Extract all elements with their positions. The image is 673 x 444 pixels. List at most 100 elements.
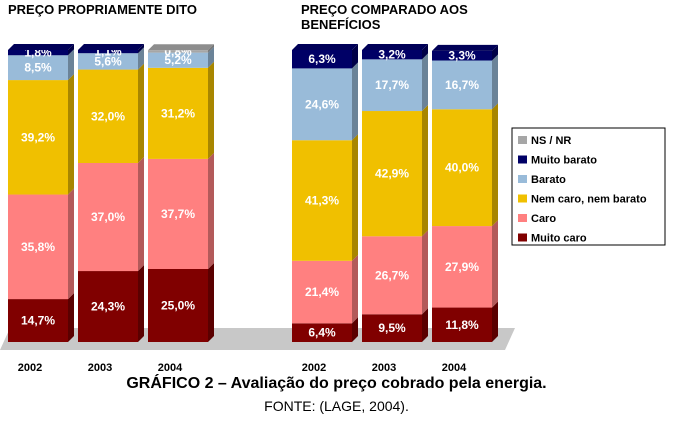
legend-swatch	[518, 155, 527, 164]
bar-segment	[432, 109, 492, 227]
bar-top	[292, 44, 358, 50]
bar-side	[208, 263, 214, 342]
legend-swatch	[518, 214, 527, 222]
legend-box	[511, 127, 666, 246]
value-label: 8,5%	[24, 61, 52, 75]
bar-side	[68, 188, 74, 300]
value-label: 25,0%	[161, 299, 195, 313]
x-tick-label: 2004	[442, 362, 467, 374]
value-label: 27,9%	[445, 260, 479, 274]
bar-side	[138, 157, 144, 272]
value-label: 6,3%	[308, 52, 336, 66]
legend-swatch	[518, 194, 527, 203]
value-label: 31,2%	[161, 106, 195, 120]
bar-segment	[362, 314, 422, 342]
bar-side	[208, 44, 214, 53]
value-label: 26,7%	[375, 268, 409, 282]
bar-side	[422, 308, 428, 342]
bar-segment	[8, 50, 68, 56]
chart: 14,7%35,8%39,2%8,5%1,8%200224,3%37,0%32,…	[0, 44, 666, 374]
x-tick-label: 2003	[372, 362, 396, 374]
bar-side	[492, 301, 498, 342]
bar-segment	[78, 53, 138, 70]
bar-segment	[292, 140, 352, 261]
legend-label: Nem caro, nem barato	[531, 194, 647, 206]
panel-title: PREÇO PROPRIAMENTE DITO	[8, 2, 198, 17]
bar-segment	[78, 50, 138, 54]
bar-segment	[292, 50, 352, 69]
bar-segment	[8, 299, 68, 342]
bar-top	[432, 44, 498, 51]
bar-segment	[292, 260, 352, 324]
bar-side	[208, 152, 214, 269]
bar-segment	[8, 194, 68, 300]
bar-top	[78, 44, 144, 50]
value-label: 24,6%	[305, 97, 339, 111]
bar-segment	[362, 50, 422, 60]
bar-side	[208, 61, 214, 159]
legend-label: Barato	[531, 174, 566, 186]
value-label: 40,0%	[445, 161, 479, 175]
bar-side	[352, 254, 358, 324]
x-tick-label: 2002	[18, 362, 42, 374]
value-label: 14,7%	[21, 314, 55, 328]
bar-side	[492, 54, 498, 110]
legend-label: Muito barato	[531, 155, 597, 167]
value-label: 11,8%	[445, 318, 479, 332]
caption: GRÁFICO 2 – Avaliação do preço cobrado p…	[126, 375, 547, 392]
bar-segment	[148, 158, 208, 269]
value-label: 16,7%	[445, 78, 479, 92]
bar-side	[138, 47, 144, 70]
bar-segment	[292, 68, 352, 141]
bar-segment	[148, 50, 208, 53]
bar-segment	[432, 50, 492, 61]
bar-side	[352, 134, 358, 261]
bar-segment	[8, 80, 68, 195]
value-label: 6,4%	[308, 326, 336, 340]
value-label: 32,0%	[91, 109, 125, 123]
bar-top	[148, 44, 214, 51]
bar-side	[492, 44, 498, 61]
value-label: 41,3%	[305, 194, 339, 208]
bar-side	[138, 44, 144, 54]
bar-segment	[432, 226, 492, 308]
bar-side	[352, 44, 358, 69]
bar-segment	[78, 69, 138, 164]
value-label: 3,2%	[378, 48, 406, 62]
bar-side	[68, 74, 74, 195]
value-label: 35,8%	[21, 240, 55, 254]
bar-segment	[432, 307, 492, 342]
legend-swatch	[518, 136, 527, 144]
bar-segment	[8, 55, 68, 81]
bar-side	[492, 103, 498, 227]
value-label: 37,0%	[91, 210, 125, 224]
bar-side	[68, 49, 74, 81]
value-label: 3,3%	[448, 49, 476, 63]
legend-swatch	[518, 175, 527, 183]
bar-side	[422, 53, 428, 112]
value-label: 37,7%	[161, 207, 195, 221]
panel-title: PREÇO COMPARADO AOS BENEFÍCIOS	[301, 2, 468, 32]
bar-top	[8, 44, 74, 50]
bar-segment	[148, 269, 208, 342]
bar-side	[422, 105, 428, 237]
x-tick-label: 2003	[88, 362, 112, 374]
bar-segment	[362, 59, 422, 112]
legend-label: Muito caro	[531, 233, 587, 245]
legend-label: NS / NR	[531, 135, 571, 147]
bar-top	[362, 44, 428, 50]
legend-swatch	[518, 233, 527, 242]
bar-segment	[432, 60, 492, 110]
legend: NS / NR Muito barato Barato Nem caro, nem b…	[511, 127, 666, 246]
value-label: 21,4%	[305, 285, 339, 299]
bar-segment	[148, 52, 208, 68]
value-label: 39,2%	[21, 130, 55, 144]
bar-segment	[78, 271, 138, 342]
bar-side	[352, 317, 358, 342]
bar-side	[352, 62, 358, 141]
bar-side	[208, 46, 214, 68]
bar-side	[138, 265, 144, 342]
x-tick-label: 2002	[302, 362, 326, 374]
value-label: 9,5%	[378, 321, 406, 335]
legend-label: Caro	[531, 213, 556, 225]
